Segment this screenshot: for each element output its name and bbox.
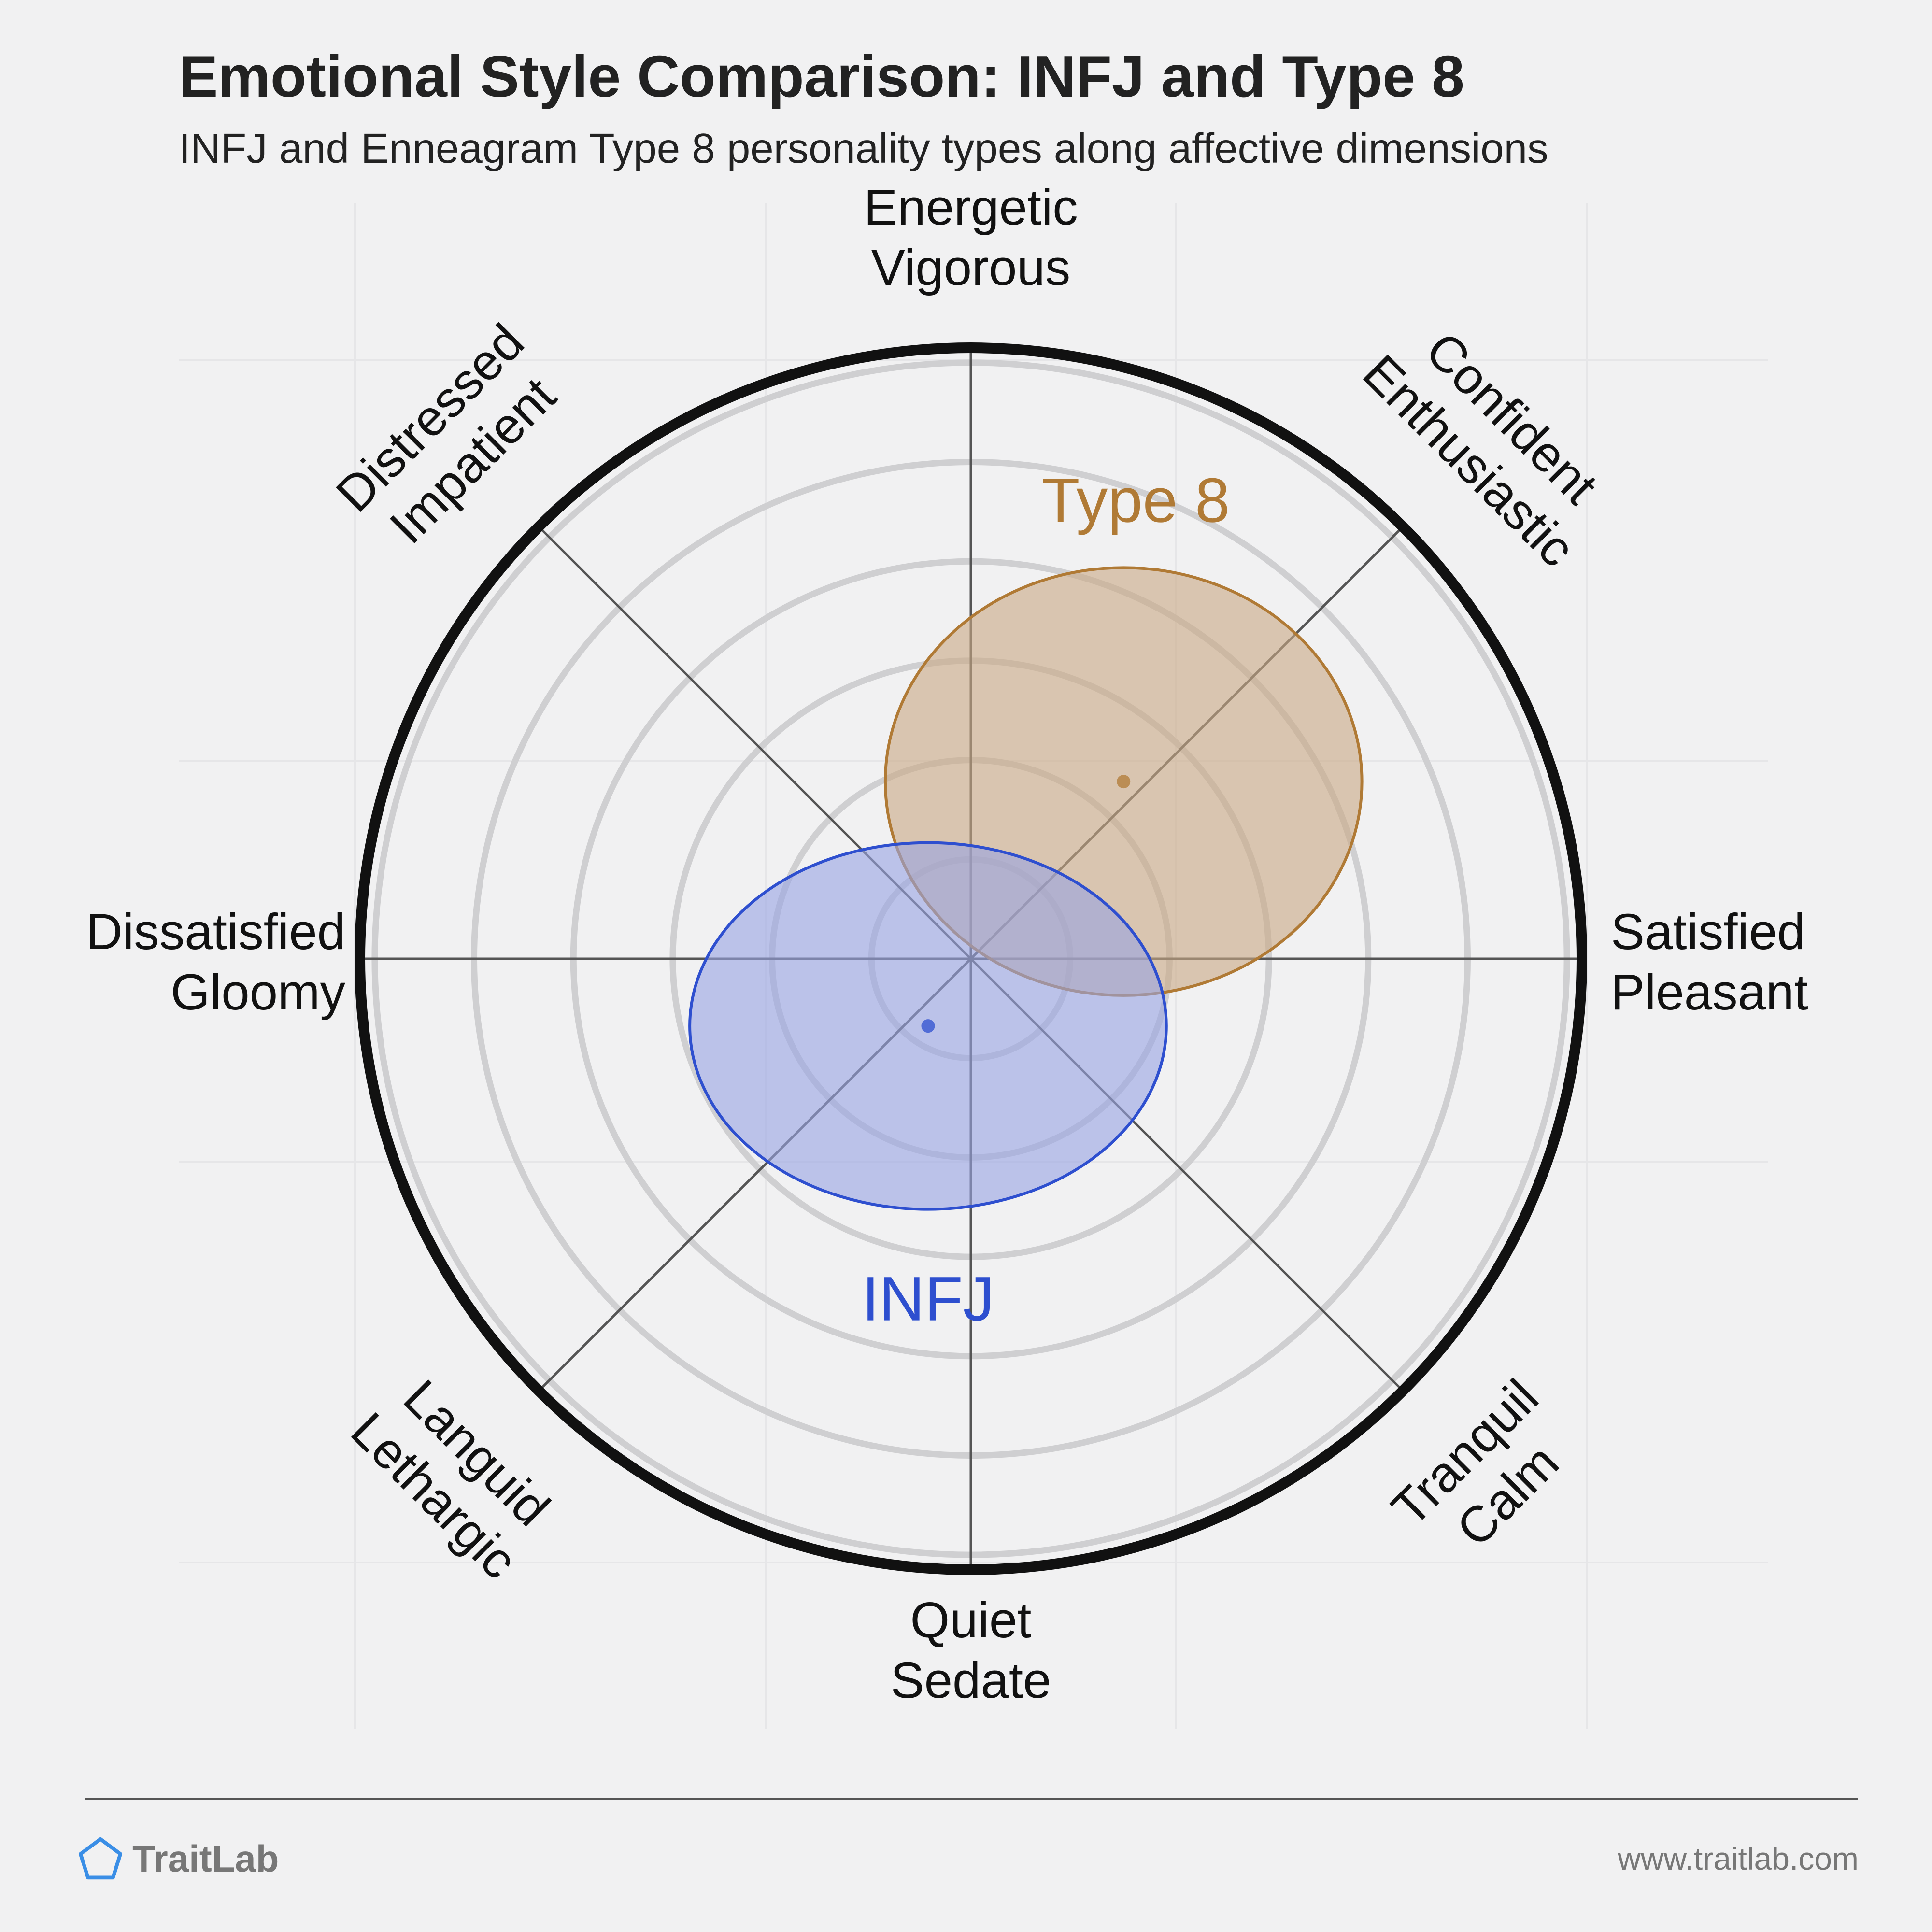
series-label-1: INFJ xyxy=(862,1264,994,1334)
series-point-1 xyxy=(921,1019,935,1033)
axis-label-4-line-1: Sedate xyxy=(891,1652,1051,1709)
website-link[interactable]: www.traitlab.com xyxy=(1618,1841,1859,1876)
axis-label-2-line-0: Satisfied xyxy=(1611,904,1805,960)
footer-divider xyxy=(85,1798,1858,1800)
pentagon-logo-icon xyxy=(78,1837,123,1880)
series-point-0 xyxy=(1117,775,1131,789)
axis-label-6-line-0: Dissatisfied xyxy=(86,904,345,960)
series-label-0: Type 8 xyxy=(1041,465,1230,535)
outer-ring xyxy=(355,342,1587,1575)
axis-label-0-line-1: Vigorous xyxy=(871,240,1071,296)
series-layer xyxy=(688,566,1364,1211)
chart-subtitle: INFJ and Enneagram Type 8 personality ty… xyxy=(179,125,1548,172)
axis-label-6-line-1: Gloomy xyxy=(170,964,345,1021)
chart-title: Emotional Style Comparison: INFJ and Typ… xyxy=(179,43,1464,109)
brand: TraitLab xyxy=(77,1835,279,1882)
axis-label-4-line-0: Quiet xyxy=(910,1592,1032,1648)
axis-label-2-line-1: Pleasant xyxy=(1611,964,1808,1021)
brand-name: TraitLab xyxy=(132,1837,279,1880)
series-labels: Type 8 INFJ xyxy=(862,465,1230,1334)
axis-label-0-line-0: Energetic xyxy=(864,179,1078,236)
